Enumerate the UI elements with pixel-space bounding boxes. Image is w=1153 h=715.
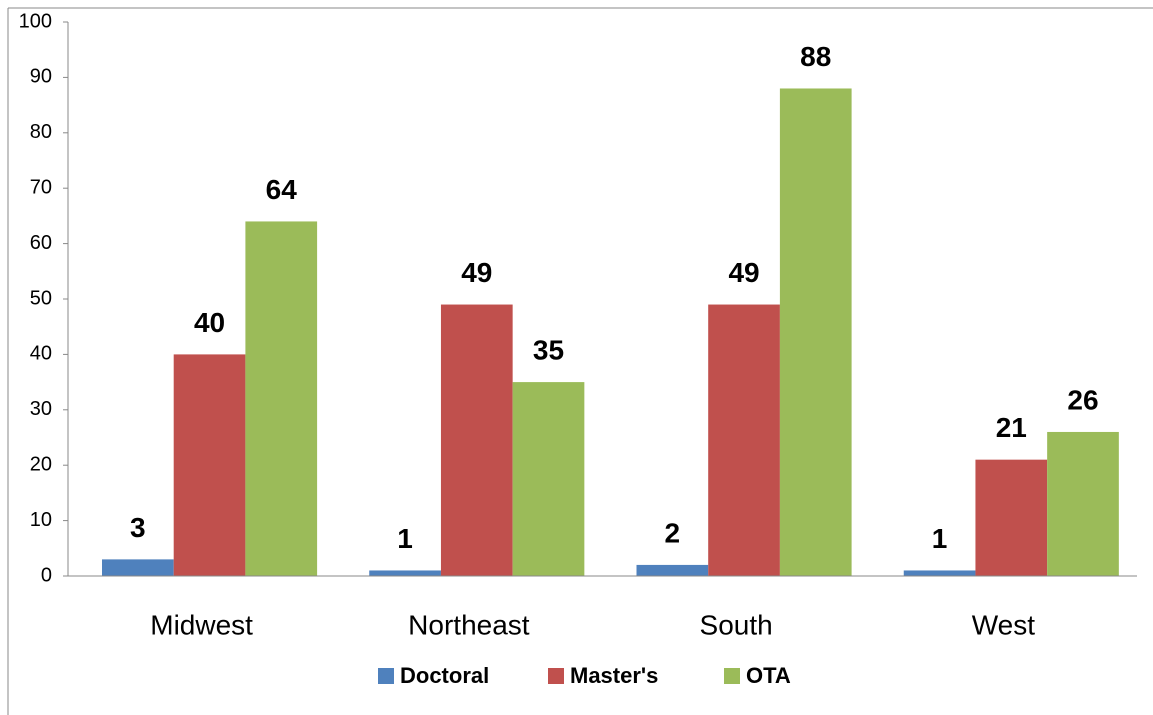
bar: [636, 564, 709, 576]
data-label: 40: [194, 307, 225, 338]
bar: [440, 304, 513, 576]
y-tick-label: 100: [19, 10, 52, 32]
data-label: 35: [533, 334, 564, 365]
x-tick-label: West: [972, 609, 1035, 640]
data-label: 1: [397, 523, 413, 554]
x-tick-label: Northeast: [408, 609, 530, 640]
data-label: 3: [130, 512, 146, 543]
bar: [102, 559, 174, 576]
y-tick-label: 10: [30, 509, 52, 531]
legend-label: Master's: [570, 663, 658, 688]
y-tick-label: 0: [41, 564, 52, 586]
bar: [245, 221, 318, 576]
bar: [975, 459, 1048, 576]
x-tick-label: South: [700, 609, 773, 640]
data-label: 21: [996, 412, 1027, 443]
bar: [369, 570, 441, 576]
data-label: 49: [461, 257, 492, 288]
y-tick-label: 60: [30, 232, 52, 254]
bar: [903, 570, 976, 576]
bar: [1047, 431, 1119, 576]
y-tick-label: 90: [30, 66, 52, 88]
y-tick-label: 30: [30, 398, 52, 420]
y-tick-label: 20: [30, 453, 52, 475]
bar: [512, 382, 585, 576]
data-label: 49: [728, 257, 759, 288]
y-tick-label: 50: [30, 287, 52, 309]
bar: [779, 88, 852, 576]
legend-swatch: [378, 668, 394, 684]
legend-swatch: [724, 668, 740, 684]
legend-swatch: [548, 668, 564, 684]
bar: [173, 354, 246, 576]
data-label: 26: [1067, 384, 1098, 415]
y-tick-label: 40: [30, 343, 52, 365]
data-label: 2: [665, 517, 681, 548]
data-label: 88: [800, 41, 831, 72]
data-label: 64: [266, 174, 298, 205]
x-tick-label: Midwest: [150, 609, 253, 640]
legend-label: OTA: [746, 663, 791, 688]
y-tick-label: 80: [30, 121, 52, 143]
y-tick-label: 70: [30, 176, 52, 198]
legend-label: Doctoral: [400, 663, 489, 688]
bar: [708, 304, 780, 576]
data-label: 1: [932, 523, 948, 554]
